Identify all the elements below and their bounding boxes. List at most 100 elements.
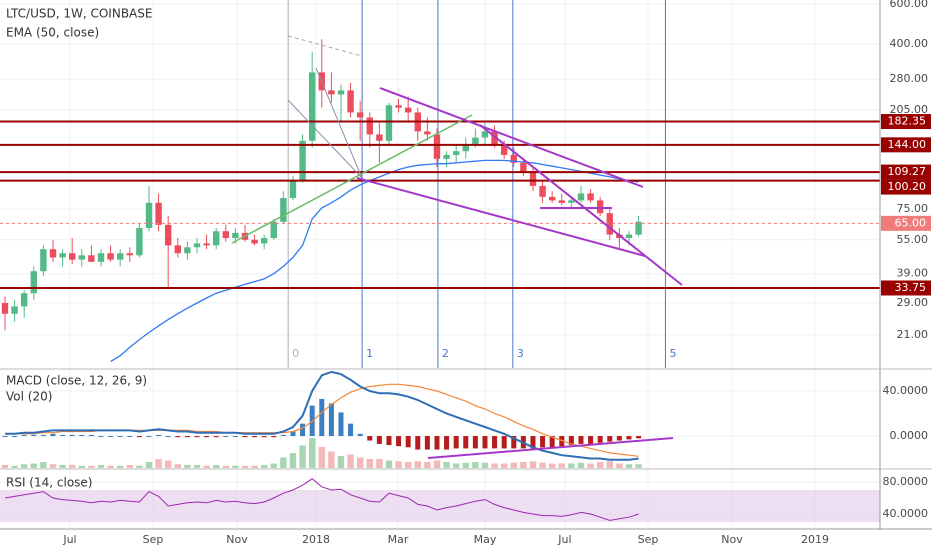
rsi-band	[0, 490, 880, 522]
candle-body	[395, 105, 402, 108]
volume-bar	[30, 463, 37, 468]
candle-body	[299, 140, 306, 181]
x-tick-label: Nov	[721, 533, 743, 546]
candle-body	[116, 253, 124, 260]
volume-bar	[596, 462, 604, 468]
candle-body	[107, 253, 114, 260]
candle-body	[328, 90, 335, 95]
candle-body	[308, 72, 316, 141]
candle-body	[472, 137, 479, 145]
candle-body	[155, 202, 162, 225]
indicator-title: Vol (20)	[6, 390, 52, 404]
candle-body	[59, 253, 66, 258]
histogram-bar	[386, 436, 392, 446]
volume-bar	[251, 465, 258, 468]
grid	[0, 0, 880, 528]
histogram-bar	[252, 436, 258, 438]
candle-body	[136, 227, 143, 256]
level-label: 33.75	[895, 281, 927, 294]
volume-bar	[548, 463, 556, 468]
volume-bar	[424, 462, 431, 468]
histogram-bar	[40, 434, 46, 437]
volume-bar	[184, 465, 191, 468]
histogram-bar	[549, 436, 555, 448]
x-tick-label: Nov	[226, 533, 248, 546]
level-label: 65.00	[895, 216, 927, 229]
histogram-bar	[2, 436, 8, 438]
histogram-bar	[242, 436, 248, 438]
annotation-label: 0	[292, 347, 299, 360]
level-label-box	[881, 137, 931, 153]
volume-bar	[20, 464, 28, 468]
candle-body	[203, 243, 210, 246]
y-tick-label: 280.00	[890, 72, 929, 85]
volume-bar	[308, 438, 316, 468]
histogram-bar	[453, 436, 459, 449]
candle-body	[452, 151, 460, 155]
y-tick-label: 55.00	[897, 233, 929, 246]
volume-bar	[337, 456, 345, 468]
histogram-bar	[540, 436, 546, 448]
indicator-title: EMA (50, close)	[6, 26, 99, 40]
histogram-bar	[376, 436, 382, 444]
histogram-bar	[511, 436, 517, 449]
candle-body	[520, 162, 527, 172]
volume-bar	[577, 462, 585, 468]
histogram-bar	[444, 436, 450, 450]
candle-body	[30, 271, 37, 294]
histogram-bar	[127, 436, 133, 438]
volume-bar	[616, 463, 623, 468]
volume-bar	[126, 465, 133, 468]
volume-bar	[625, 464, 633, 468]
candle-body	[126, 253, 133, 256]
candle-body	[376, 134, 383, 141]
histogram-bar	[271, 436, 277, 438]
candle-body	[635, 221, 642, 235]
y-tick-label: 400.00	[890, 37, 929, 50]
histogram-bar	[424, 436, 430, 450]
y-tick-label: 75.00	[897, 202, 929, 215]
candle-body	[577, 193, 585, 201]
volume-bar	[193, 465, 201, 468]
drawings	[231, 35, 683, 459]
volume-bar	[568, 463, 575, 468]
candle-body	[424, 131, 431, 135]
histogram-bar	[597, 436, 603, 443]
histogram-bar	[98, 436, 104, 438]
volume-bar	[222, 465, 229, 468]
y-tick-label: 29.00	[897, 296, 929, 309]
trendline	[356, 177, 646, 257]
histogram-bar	[50, 433, 56, 437]
candle-body	[366, 117, 373, 135]
histogram-bar	[194, 436, 200, 438]
histogram-bar	[136, 436, 142, 438]
histogram-bar	[146, 436, 152, 438]
volume-bar	[107, 465, 114, 468]
histogram-bar	[31, 434, 37, 437]
histogram-bar	[348, 423, 354, 437]
annotation-label: 5	[669, 347, 676, 360]
volume-bar	[280, 457, 287, 468]
annotation-label: 3	[517, 347, 524, 360]
trendline	[427, 437, 674, 459]
x-tick-label: Sep	[638, 533, 659, 546]
histogram-bar	[578, 436, 584, 444]
histogram-bar	[261, 436, 267, 438]
candle-body	[548, 196, 556, 201]
candle-body	[78, 255, 85, 260]
volume-bar	[385, 460, 393, 468]
x-tick-label: May	[474, 533, 497, 546]
histogram-bar	[434, 436, 440, 450]
volume-bar	[88, 465, 95, 468]
candle-body	[568, 200, 575, 203]
histogram-bar	[300, 423, 306, 437]
volume-bar	[395, 461, 402, 468]
histogram-bar	[588, 436, 594, 444]
ema-line	[110, 159, 639, 363]
histogram-bar	[12, 436, 18, 438]
y-tick-label: 205.00	[890, 103, 929, 116]
candle-body	[587, 193, 594, 201]
candle-body	[539, 185, 546, 197]
level-label: 100.20	[888, 180, 927, 193]
